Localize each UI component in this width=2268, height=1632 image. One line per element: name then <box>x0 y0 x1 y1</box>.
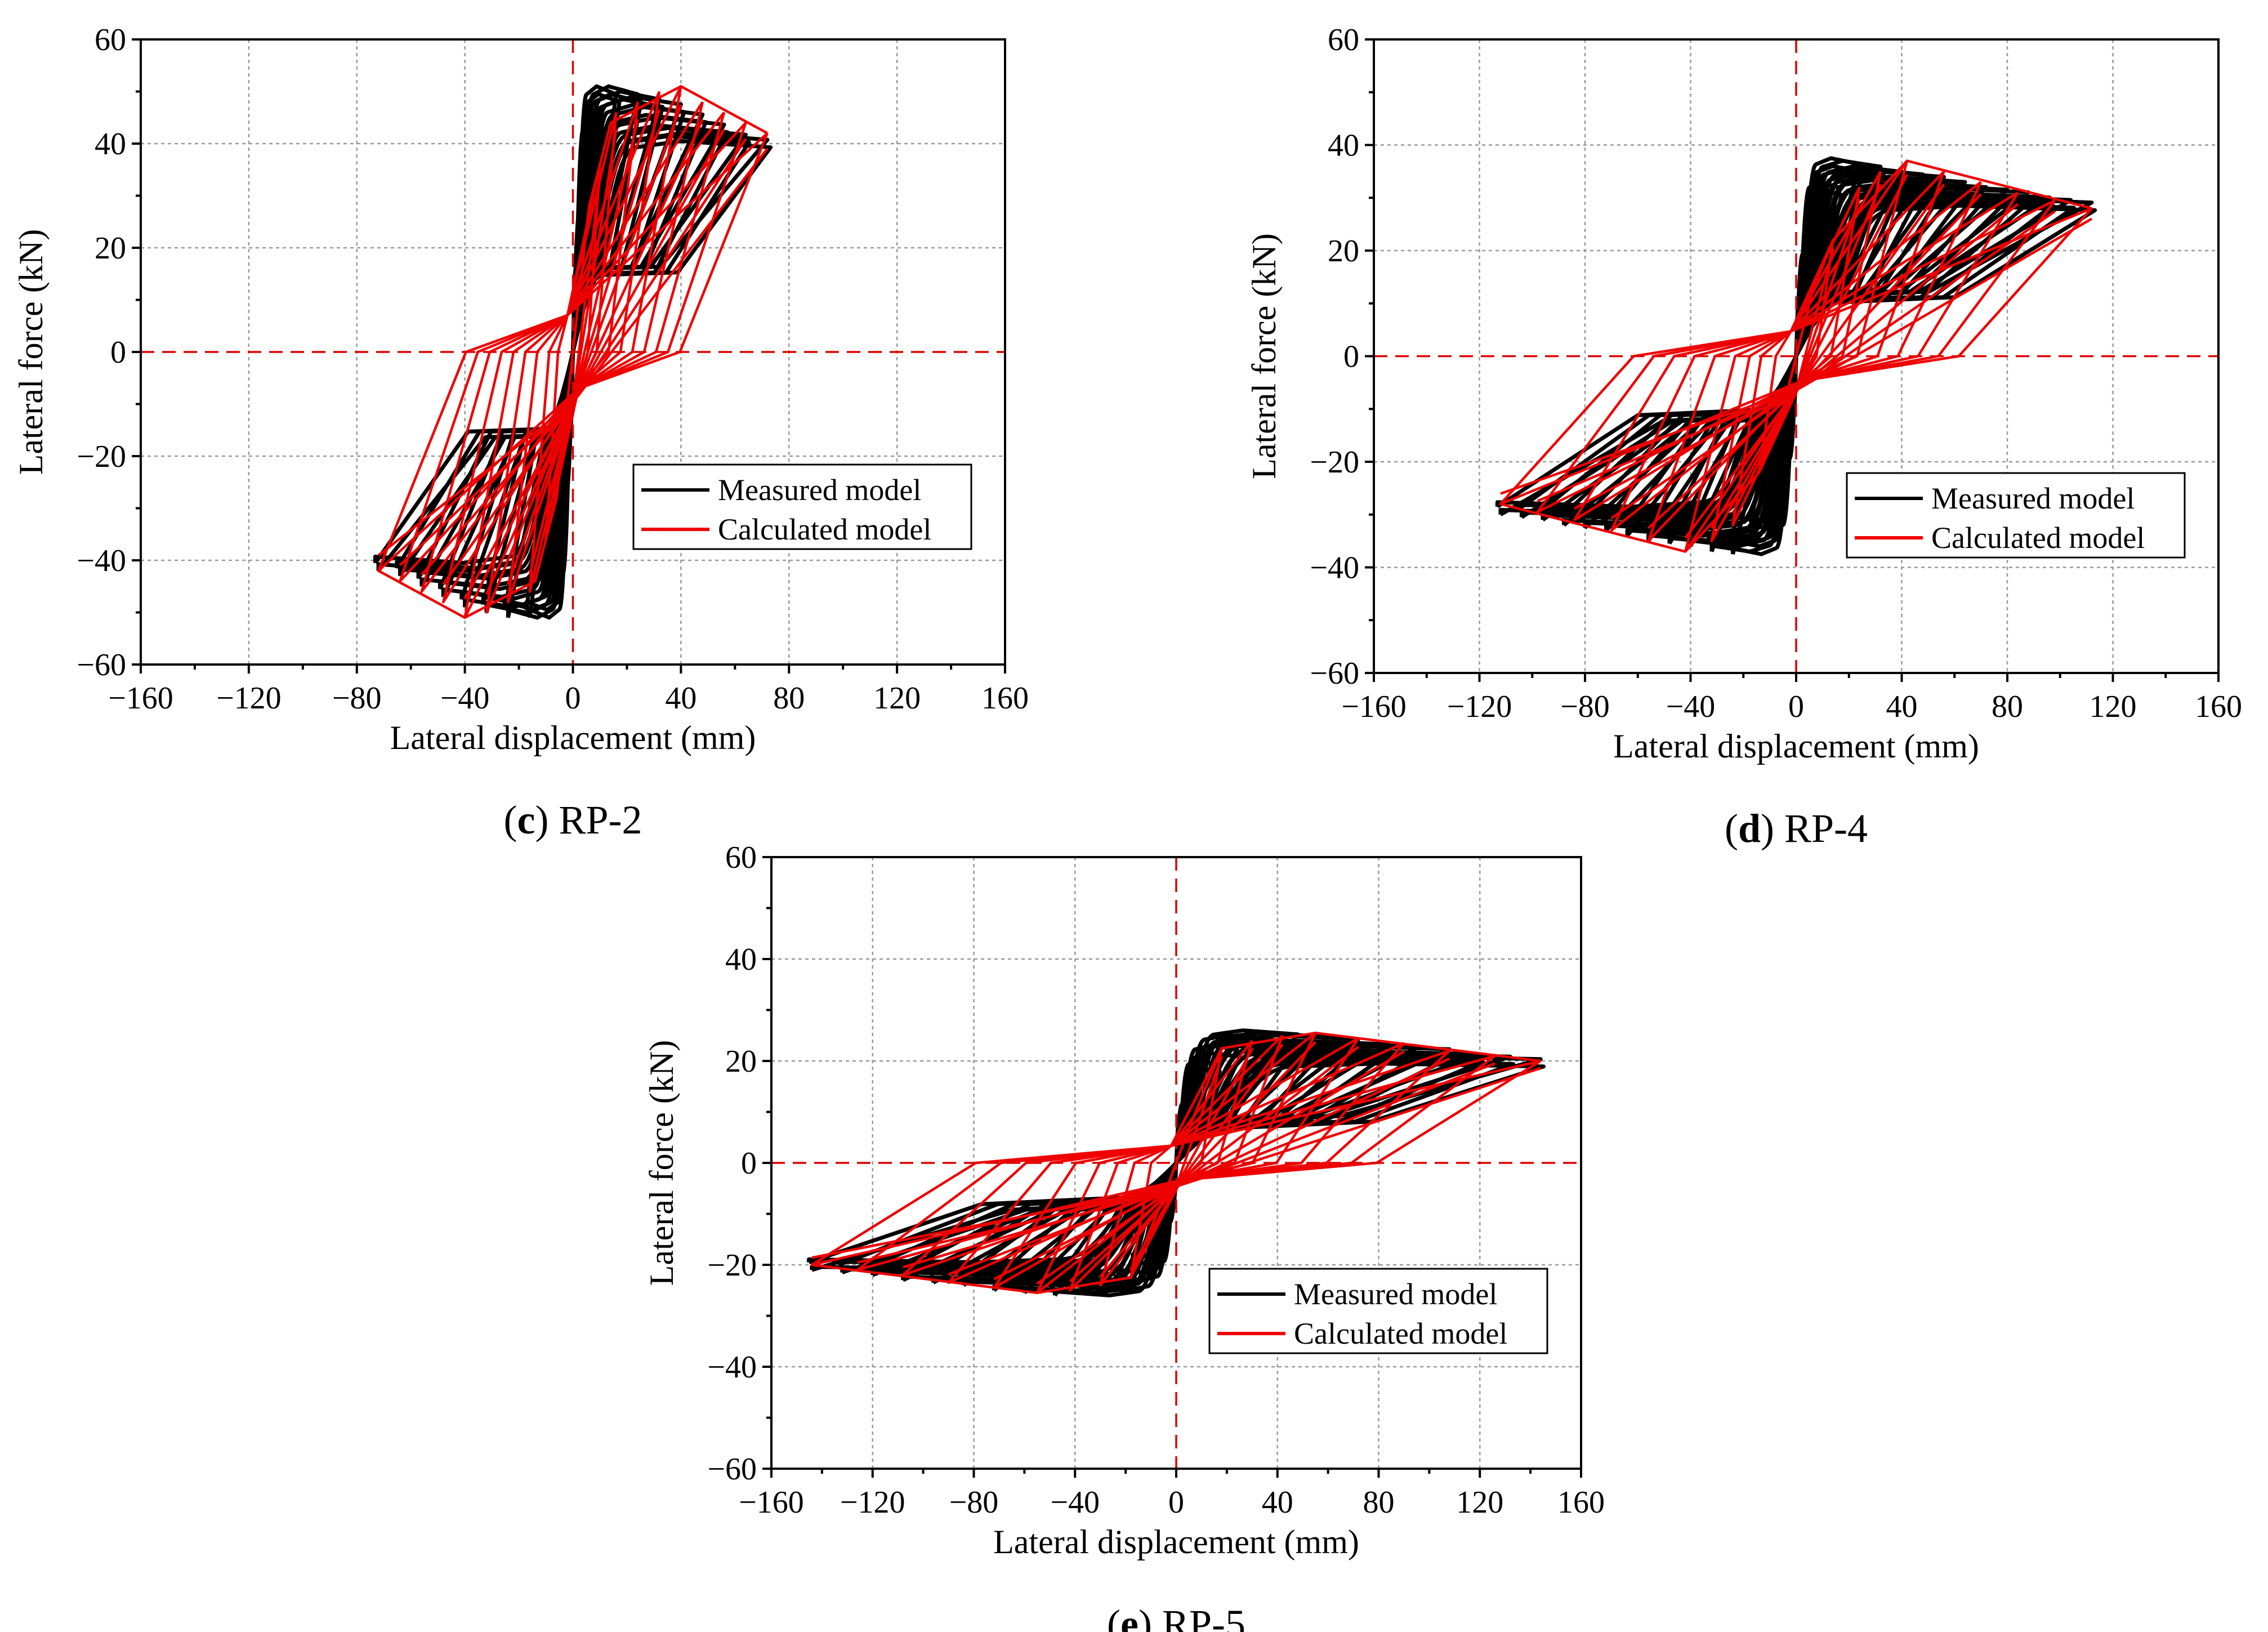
legend: Measured model Calculated model <box>1846 472 2186 559</box>
panel-caption: (c) RP-2 <box>504 797 642 842</box>
legend: Measured model Calculated model <box>632 463 972 550</box>
x-tick-label: 80 <box>1992 689 2023 724</box>
caption-text: RP-4 <box>1784 806 1868 851</box>
legend-label: Calculated model <box>1931 521 2145 555</box>
x-tick-label: 0 <box>1168 1485 1184 1520</box>
y-tick-label: 60 <box>725 840 757 875</box>
legend-label: Measured model <box>1294 1277 1497 1311</box>
y-tick-label: −20 <box>707 1248 757 1283</box>
x-tick-label: 0 <box>565 681 581 716</box>
x-tick-label: −120 <box>1447 689 1512 724</box>
y-tick-label: −20 <box>1310 445 1359 480</box>
x-tick-label: 40 <box>1262 1485 1293 1520</box>
calculated-pinch-line <box>377 148 769 557</box>
x-tick-label: −160 <box>108 681 173 716</box>
x-tick-label: −160 <box>739 1485 804 1520</box>
legend-box <box>1846 472 2186 559</box>
legend-label: Calculated model <box>1294 1317 1507 1350</box>
x-tick-label: −120 <box>216 681 282 716</box>
x-tick-label: 0 <box>1788 689 1804 724</box>
y-tick-label: 40 <box>725 942 757 977</box>
y-tick-label: 20 <box>725 1044 757 1079</box>
x-tick-label: 120 <box>1456 1485 1503 1520</box>
y-tick-label: −40 <box>707 1350 757 1385</box>
y-tick-label: 0 <box>1343 340 1359 374</box>
y-axis: −60 −40 −20 0 20 40 60 <box>1310 23 1374 691</box>
x-tick-label: 160 <box>981 681 1029 716</box>
x-tick-label: 80 <box>1363 1485 1395 1520</box>
x-axis: −160 −120 −80 −40 0 40 80 120 160 <box>739 1469 1605 1520</box>
x-tick-label: 40 <box>665 681 697 716</box>
y-tick-label: 40 <box>95 127 126 162</box>
x-axis-title: Lateral displacement (mm) <box>1613 728 1979 765</box>
y-tick-label: −60 <box>77 648 126 683</box>
y-tick-label: −40 <box>1310 551 1359 586</box>
legend-label: Calculated model <box>718 512 931 546</box>
y-tick-label: 60 <box>1328 23 1359 57</box>
x-tick-label: −160 <box>1341 689 1407 724</box>
series-calculated <box>1499 159 2093 553</box>
legend-box <box>632 463 972 550</box>
x-tick-label: 160 <box>2195 689 2242 724</box>
panel-caption: (d) RP-4 <box>1725 806 1868 851</box>
series-calculated <box>377 85 769 619</box>
y-tick-label: 0 <box>741 1146 757 1181</box>
y-tick-label: 0 <box>110 335 126 370</box>
x-axis: −160 −120 −80 −40 0 40 80 120 160 <box>1341 673 2242 724</box>
x-tick-label: 160 <box>1557 1485 1605 1520</box>
x-tick-label: 120 <box>2090 689 2137 724</box>
y-tick-label: 20 <box>1328 234 1359 269</box>
legend: Measured model Calculated model <box>1208 1268 1548 1354</box>
y-axis: −60 −40 −20 0 20 40 60 <box>77 23 141 683</box>
legend-box <box>1208 1268 1548 1354</box>
y-axis-title: Lateral force (kN) <box>1245 233 1283 479</box>
chart-panel-c: −160 −120 −80 −40 0 40 80 120 160 −60 −40 −20 0 20 40 6… <box>12 23 1029 842</box>
chart-panel-d: −160 −120 −80 −40 0 40 80 120 160 −60 −40 −20 0 20 40 6… <box>1245 23 2242 851</box>
caption-text: RP-2 <box>559 797 642 842</box>
y-tick-label: −20 <box>77 439 126 474</box>
y-axis: −60 −40 −20 0 20 40 60 <box>707 840 771 1487</box>
x-tick-label: 80 <box>773 681 805 716</box>
x-tick-label: −120 <box>840 1485 905 1520</box>
legend-label: Measured model <box>718 473 921 507</box>
panel-caption: (e) RP-5 <box>1107 1602 1245 1632</box>
y-tick-label: −40 <box>77 543 126 578</box>
x-axis-title: Lateral displacement (mm) <box>993 1523 1359 1560</box>
y-tick-label: −60 <box>1310 656 1359 691</box>
grid <box>1374 39 2218 673</box>
y-axis-title: Lateral force (kN) <box>12 229 50 475</box>
y-tick-label: 60 <box>95 23 126 57</box>
x-tick-label: −40 <box>1666 689 1716 724</box>
y-tick-label: 20 <box>95 231 126 266</box>
x-tick-label: 40 <box>1886 689 1918 724</box>
x-tick-label: −40 <box>1050 1485 1100 1520</box>
caption-letter: d <box>1738 806 1761 851</box>
caption-letter: c <box>517 797 535 842</box>
calculated-backbone-positive <box>572 85 768 353</box>
y-axis-title: Lateral force (kN) <box>643 1040 680 1286</box>
x-tick-label: −80 <box>1560 689 1610 724</box>
chart-panel-e: −160 −120 −80 −40 0 40 80 120 160 −60 −40 −20 0 20 40 6… <box>643 840 1605 1632</box>
x-axis-title: Lateral displacement (mm) <box>390 719 756 756</box>
x-tick-label: 120 <box>873 681 921 716</box>
legend-label: Measured model <box>1931 481 2135 515</box>
y-tick-label: 40 <box>1328 128 1359 163</box>
x-tick-label: −80 <box>949 1485 999 1520</box>
caption-text: RP-5 <box>1162 1602 1245 1632</box>
caption-letter: e <box>1120 1602 1139 1632</box>
y-tick-label: −60 <box>707 1452 757 1487</box>
x-tick-label: −80 <box>332 681 382 716</box>
x-tick-label: −40 <box>440 681 490 716</box>
x-axis: −160 −120 −80 −40 0 40 80 120 160 <box>108 665 1029 716</box>
